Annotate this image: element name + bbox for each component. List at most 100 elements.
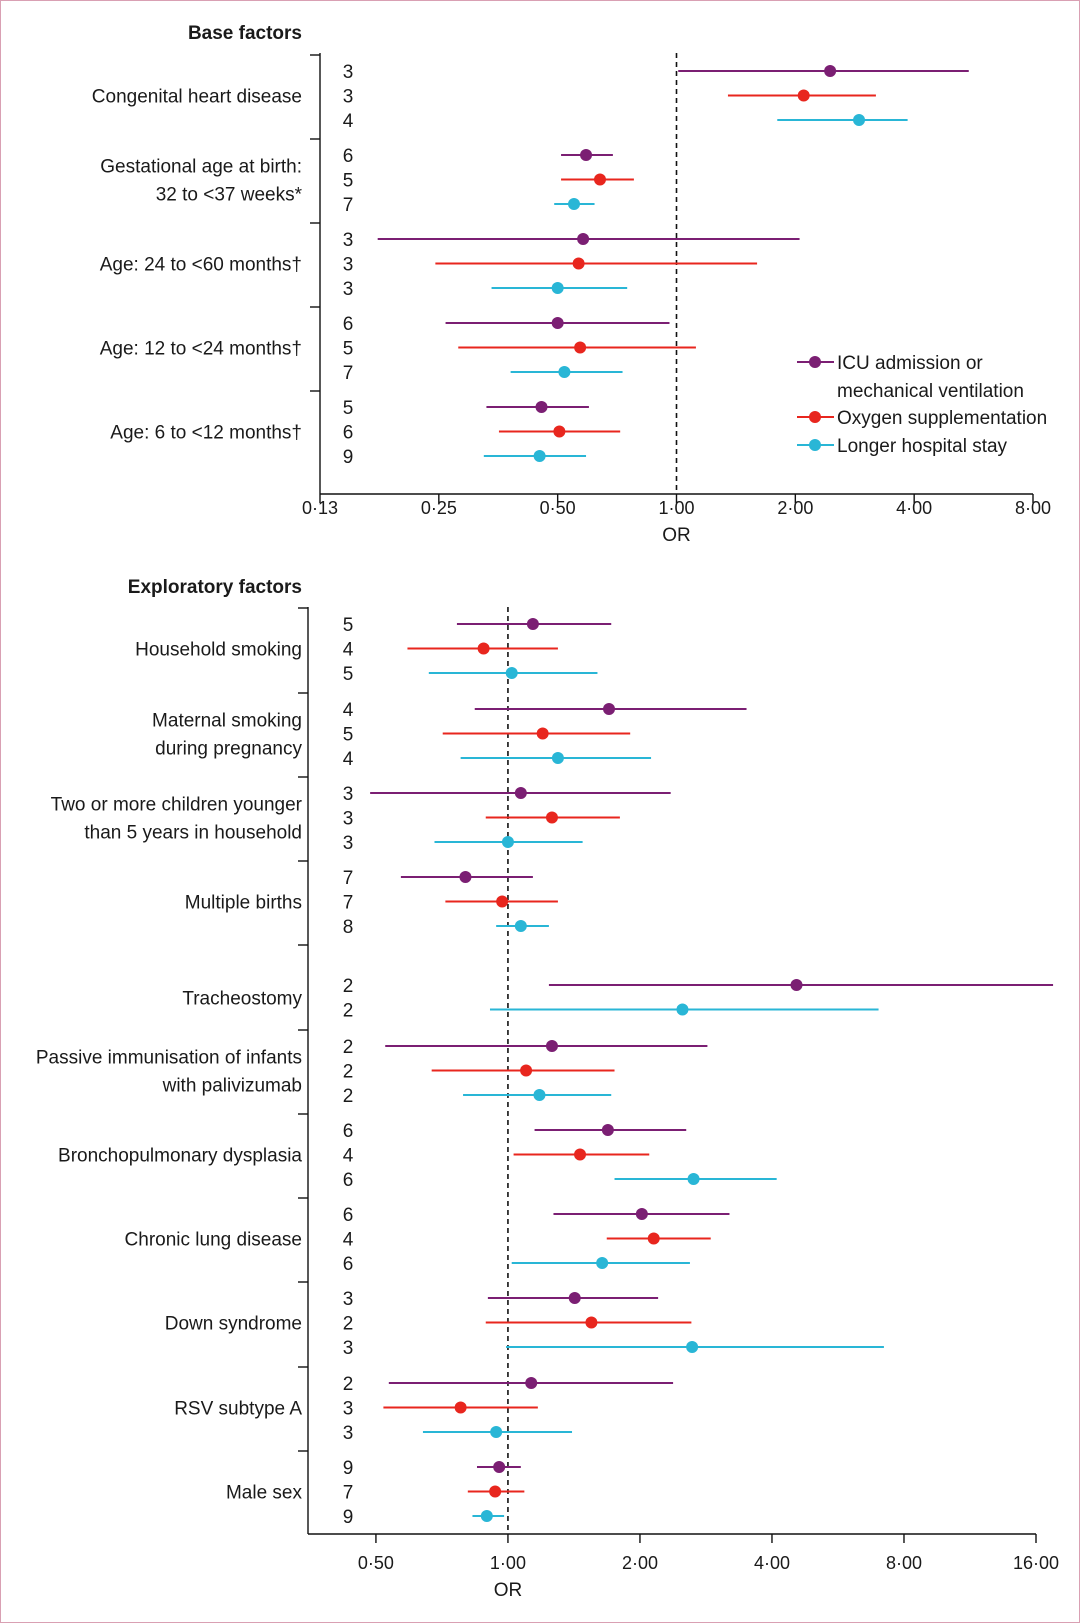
study-count-label: 6	[343, 1170, 354, 1191]
or-point	[545, 1040, 558, 1052]
or-point	[676, 1003, 689, 1016]
study-count-label: 7	[343, 1483, 354, 1504]
or-point	[572, 257, 585, 270]
category-label: during pregnancy	[155, 739, 302, 760]
x-tick-label: 2·00	[622, 1553, 658, 1573]
or-point	[686, 1341, 699, 1353]
or-point	[635, 1208, 648, 1220]
or-point	[477, 642, 490, 655]
category-label: Congenital heart disease	[92, 87, 302, 108]
study-count-label: 2	[343, 1086, 354, 1107]
or-point	[551, 752, 564, 764]
category-label: Maternal smoking	[152, 711, 302, 732]
study-count-label: 5	[343, 171, 354, 192]
x-tick-label: 4·00	[754, 1553, 790, 1573]
or-point	[585, 1316, 598, 1329]
study-count-label: 6	[343, 1254, 354, 1275]
category-label: Down syndrome	[165, 1314, 302, 1335]
or-point	[525, 1377, 538, 1389]
exploratory-factors-panel: Exploratory factors 0·50 1·00 2·00 4·00 8·00 1…	[36, 577, 1059, 1601]
study-count-label: 2	[343, 976, 354, 997]
or-point	[574, 1148, 587, 1161]
or-point	[853, 114, 866, 126]
or-point	[568, 198, 581, 210]
or-point	[533, 450, 546, 462]
study-count-label: 5	[343, 339, 354, 360]
study-count-label: 3	[343, 809, 354, 830]
or-point	[824, 65, 837, 77]
or-point	[593, 173, 606, 186]
or-point	[797, 89, 810, 102]
x-tick-label: 0·50	[358, 1553, 394, 1573]
or-point	[520, 1064, 533, 1077]
study-count-label: 7	[343, 363, 354, 384]
category-label: with palivizumab	[162, 1076, 302, 1097]
category-label: Male sex	[226, 1483, 303, 1504]
study-count-label: 5	[343, 664, 354, 685]
study-count-label: 9	[343, 1507, 354, 1528]
study-count-label: 4	[343, 640, 354, 661]
or-point	[505, 667, 518, 679]
base-factors-panel: Base factors 0·13 0·25 0·50 1·00 2·00 4·00 8·00…	[92, 23, 1051, 546]
study-count-label: 3	[343, 833, 354, 854]
or-point	[687, 1173, 700, 1185]
x-tick-label: 16·00	[1013, 1553, 1059, 1573]
study-count-label: 2	[343, 1374, 354, 1395]
study-count-label: 4	[343, 749, 354, 770]
category-label: Age: 24 to <60 months†	[100, 255, 302, 276]
or-point	[596, 1257, 609, 1269]
study-count-label: 6	[343, 423, 354, 444]
x-tick-label: 8·00	[886, 1553, 922, 1573]
study-count-label: 3	[343, 784, 354, 805]
study-count-label: 6	[343, 1121, 354, 1142]
study-count-label: 4	[343, 700, 354, 721]
or-point	[454, 1401, 467, 1414]
or-point	[490, 1426, 503, 1438]
study-count-label: 5	[343, 615, 354, 636]
or-point	[489, 1485, 502, 1498]
study-count-label: 4	[343, 1230, 354, 1251]
x-axis-title: OR	[662, 525, 691, 546]
legend-swatch-point	[809, 439, 821, 451]
x-tick-label: 0·13	[302, 498, 338, 518]
or-point	[603, 703, 616, 715]
study-count-label: 3	[343, 1399, 354, 1420]
or-point	[514, 787, 527, 799]
study-count-label: 5	[343, 725, 354, 746]
x-tick-label: 8·00	[1015, 498, 1051, 518]
study-count-label: 8	[343, 917, 354, 938]
panel-title: Base factors	[188, 23, 302, 44]
legend-label: Longer hospital stay	[837, 436, 1008, 457]
or-point	[580, 149, 593, 161]
x-tick-label: 1·00	[490, 1553, 526, 1573]
panel-title: Exploratory factors	[128, 577, 302, 598]
study-count-label: 4	[343, 1146, 354, 1167]
legend-label: mechanical ventilation	[837, 381, 1024, 402]
study-count-label: 3	[343, 279, 354, 300]
or-point	[501, 836, 514, 848]
study-count-label: 7	[343, 195, 354, 216]
or-point	[459, 871, 472, 883]
or-point	[545, 811, 558, 824]
study-count-label: 3	[343, 62, 354, 83]
study-count-label: 9	[343, 1458, 354, 1479]
or-point	[553, 425, 566, 438]
or-point	[536, 727, 549, 740]
x-tick-label: 2·00	[777, 498, 813, 518]
category-label: Bronchopulmonary dysplasia	[58, 1146, 302, 1167]
study-count-label: 9	[343, 447, 354, 468]
category-label: Chronic lung disease	[125, 1230, 302, 1251]
or-point	[551, 282, 564, 294]
study-count-label: 6	[343, 146, 354, 167]
x-tick-label: 0·25	[421, 498, 457, 518]
or-point	[558, 366, 571, 378]
category-label: RSV subtype A	[174, 1399, 302, 1420]
study-count-label: 7	[343, 893, 354, 914]
study-count-label: 4	[343, 111, 354, 132]
category-label: Two or more children younger	[51, 795, 303, 816]
study-count-label: 2	[343, 1037, 354, 1058]
x-tick-label: 4·00	[896, 498, 932, 518]
category-label: Multiple births	[185, 893, 302, 914]
study-count-label: 3	[343, 230, 354, 251]
